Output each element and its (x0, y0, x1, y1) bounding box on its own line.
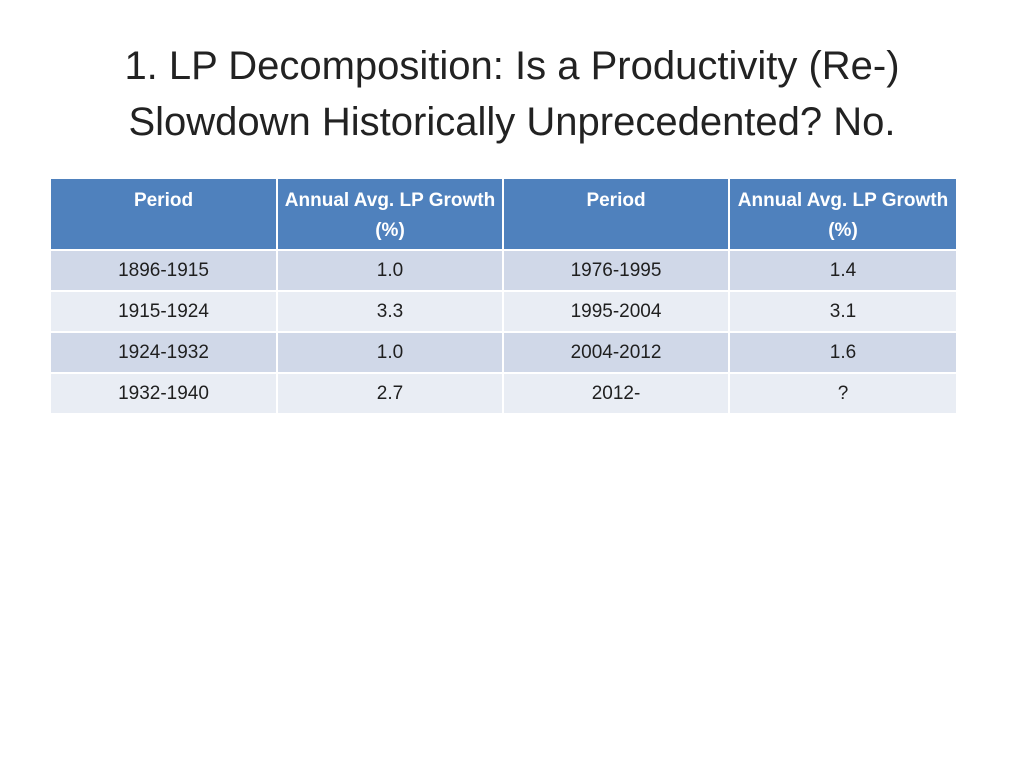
growth-right-cell: 1.4 (729, 250, 956, 292)
growth-right-cell: 3.1 (729, 291, 956, 333)
table-body: 1896-1915 1.0 1976-1995 1.4 1915-1924 3.… (51, 250, 956, 415)
header-row: Period Annual Avg. LP Growth (%) Period … (51, 179, 956, 251)
header-growth-right: Annual Avg. LP Growth (%) (729, 179, 956, 251)
table-row: 1896-1915 1.0 1976-1995 1.4 (51, 250, 956, 292)
table-header: Period Annual Avg. LP Growth (%) Period … (51, 179, 956, 251)
growth-left-cell: 3.3 (277, 291, 504, 333)
productivity-table: Period Annual Avg. LP Growth (%) Period … (51, 179, 956, 415)
period-left-cell: 1896-1915 (51, 250, 278, 292)
table-row: 1932-1940 2.7 2012- ? (51, 373, 956, 415)
table-row: 1924-1932 1.0 2004-2012 1.6 (51, 332, 956, 374)
productivity-table-container: Period Annual Avg. LP Growth (%) Period … (51, 179, 956, 415)
slide-title-line-1: 1. LP Decomposition: Is a Productivity (… (124, 44, 900, 88)
slide-title-line-2: Slowdown Historically Unprecedented? No. (128, 100, 896, 144)
period-right-cell: 2012- (503, 373, 730, 415)
header-period-left: Period (51, 179, 278, 251)
slide-title: 1. LP Decomposition: Is a Productivity (… (40, 38, 984, 150)
growth-left-cell: 2.7 (277, 373, 504, 415)
header-growth-left: Annual Avg. LP Growth (%) (277, 179, 504, 251)
header-period-right: Period (503, 179, 730, 251)
period-left-cell: 1924-1932 (51, 332, 278, 374)
table-row: 1915-1924 3.3 1995-2004 3.1 (51, 291, 956, 333)
period-right-cell: 1995-2004 (503, 291, 730, 333)
growth-left-cell: 1.0 (277, 332, 504, 374)
growth-left-cell: 1.0 (277, 250, 504, 292)
period-right-cell: 1976-1995 (503, 250, 730, 292)
period-right-cell: 2004-2012 (503, 332, 730, 374)
period-left-cell: 1932-1940 (51, 373, 278, 415)
period-left-cell: 1915-1924 (51, 291, 278, 333)
growth-right-cell: 1.6 (729, 332, 956, 374)
growth-right-cell: ? (729, 373, 956, 415)
